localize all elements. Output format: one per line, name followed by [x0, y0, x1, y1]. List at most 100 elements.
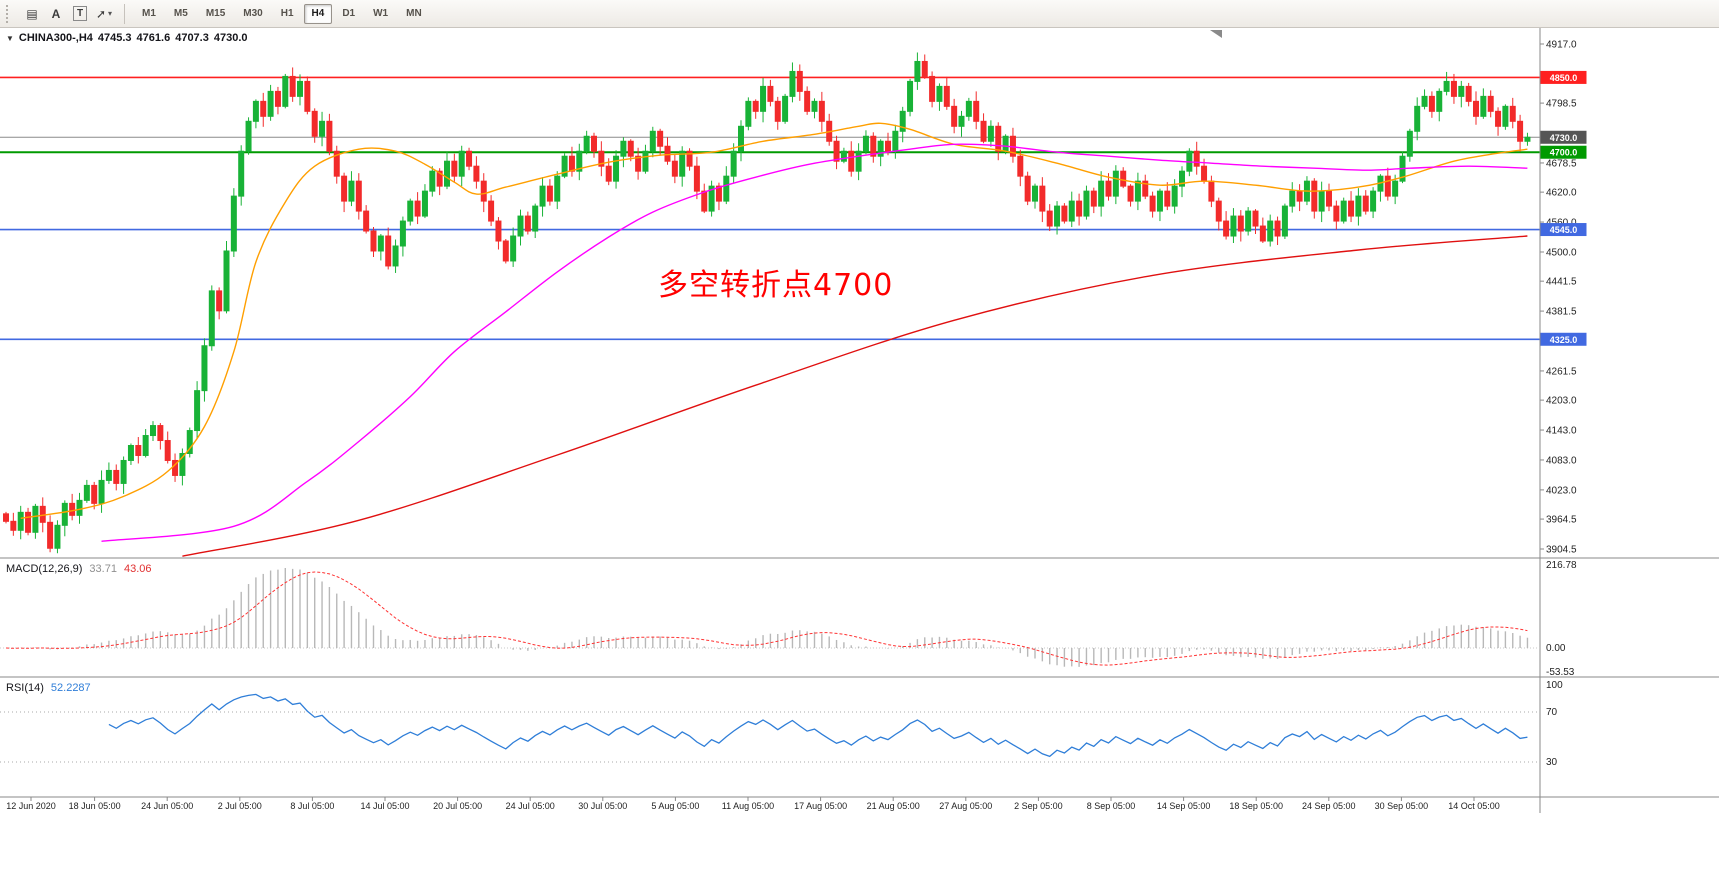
collapse-icon[interactable]: ▼: [6, 33, 14, 43]
candle: [480, 180, 487, 202]
candle: [267, 90, 274, 117]
price-badge-label: 4730.0: [1550, 133, 1578, 143]
candle: [1090, 190, 1097, 207]
ohlc-open: 4745.3: [97, 32, 132, 44]
candle: [951, 105, 958, 127]
candle: [10, 520, 17, 531]
macd-signal-line: [5, 571, 1528, 666]
candle: [1443, 80, 1450, 92]
time-tick-label: 21 Aug 05:00: [867, 801, 920, 811]
timeframe-button-w1[interactable]: W1: [373, 7, 389, 19]
label-tool-icon[interactable]: A: [51, 6, 61, 21]
candle: [958, 115, 965, 127]
chart-tools-icon[interactable]: ▤: [26, 6, 38, 21]
candle: [304, 80, 311, 112]
price-tick-label: 4203.0: [1546, 396, 1577, 407]
candle: [120, 459, 127, 484]
candle: [201, 345, 208, 392]
macd-label: MACD(12,26,9): [6, 563, 83, 575]
toolbar-grip[interactable]: [6, 4, 14, 23]
candle: [605, 165, 612, 182]
timeframe-button-h4[interactable]: H4: [303, 3, 333, 24]
candle: [407, 200, 414, 222]
candle: [1281, 205, 1288, 237]
candle: [1348, 200, 1355, 217]
candle: [311, 110, 318, 137]
candle: [1156, 190, 1163, 212]
time-tick-label: 11 Aug 05:00: [722, 801, 774, 811]
candle: [1274, 220, 1281, 237]
price-tick-label: 3904.5: [1546, 545, 1577, 556]
timeframe-button-d1[interactable]: D1: [342, 7, 356, 19]
candle: [289, 75, 296, 97]
timeframe-button-m15[interactable]: M15: [205, 7, 226, 19]
candle: [554, 175, 561, 202]
chart-canvas[interactable]: 4917.04798.54678.54620.04560.04500.04441…: [0, 28, 1719, 895]
time-tick-label: 30 Sep 05:00: [1375, 801, 1429, 811]
arrow-tool-icon[interactable]: ➚ ▾: [95, 6, 113, 21]
candle: [995, 125, 1002, 152]
candle: [282, 75, 289, 107]
rsi-axis-label: 100: [1546, 680, 1563, 691]
candle: [157, 425, 164, 442]
chart-region: 4917.04798.54678.54620.04560.04500.04441…: [0, 28, 1719, 895]
candle: [561, 155, 568, 177]
timeframe-button-h1[interactable]: H1: [280, 7, 294, 19]
candle: [591, 135, 597, 152]
timeframe-button-m5[interactable]: M5: [173, 7, 188, 19]
candle: [341, 175, 348, 202]
candle: [664, 145, 671, 162]
candle: [1436, 90, 1443, 112]
candle: [1524, 136, 1531, 142]
candle: [862, 135, 869, 152]
candle: [899, 110, 906, 132]
price-tick-label: 4261.5: [1546, 366, 1577, 377]
chart-annotation[interactable]: 多空转折点4700: [658, 268, 894, 303]
candle: [1340, 200, 1347, 222]
time-tick-label: 24 Jun 05:00: [141, 801, 193, 811]
candle: [818, 100, 825, 122]
candle: [965, 100, 972, 117]
candle: [1428, 95, 1435, 112]
candle: [495, 220, 502, 242]
candle: [98, 479, 105, 504]
candle: [238, 150, 245, 197]
rsi-axis-label: 30: [1546, 757, 1558, 768]
candle: [1046, 210, 1053, 227]
candle: [458, 150, 465, 177]
candle: [113, 469, 120, 484]
candle: [708, 185, 715, 212]
candle: [91, 484, 98, 504]
candle: [47, 521, 54, 549]
candle: [1245, 210, 1252, 232]
candle: [833, 140, 840, 162]
candle: [885, 140, 891, 152]
candle: [1355, 195, 1362, 217]
candle: [693, 165, 700, 192]
price-badge-label: 4545.0: [1550, 225, 1578, 235]
chart-shift-marker[interactable]: [1210, 30, 1222, 38]
candle: [715, 185, 722, 202]
timeframe-button-m30[interactable]: M30: [243, 7, 263, 19]
candle: [1149, 195, 1156, 212]
candle: [1326, 190, 1332, 207]
candle: [804, 90, 811, 112]
candle: [517, 215, 524, 237]
candle: [980, 120, 987, 142]
candle: [488, 200, 495, 222]
price-tick-label: 4917.0: [1546, 40, 1577, 51]
candle: [1112, 170, 1119, 197]
dropdown-caret-icon[interactable]: ▾: [108, 9, 113, 18]
candle: [1127, 185, 1134, 202]
candle: [370, 230, 377, 252]
candle: [1237, 215, 1244, 232]
text-tool-icon[interactable]: T: [69, 3, 91, 25]
candle: [524, 215, 531, 232]
candle: [1215, 200, 1222, 222]
candle: [1392, 180, 1399, 197]
candle: [333, 150, 340, 177]
timeframe-button-mn[interactable]: MN: [406, 7, 422, 19]
candle: [451, 160, 458, 177]
timeframe-button-m1[interactable]: M1: [142, 7, 156, 19]
